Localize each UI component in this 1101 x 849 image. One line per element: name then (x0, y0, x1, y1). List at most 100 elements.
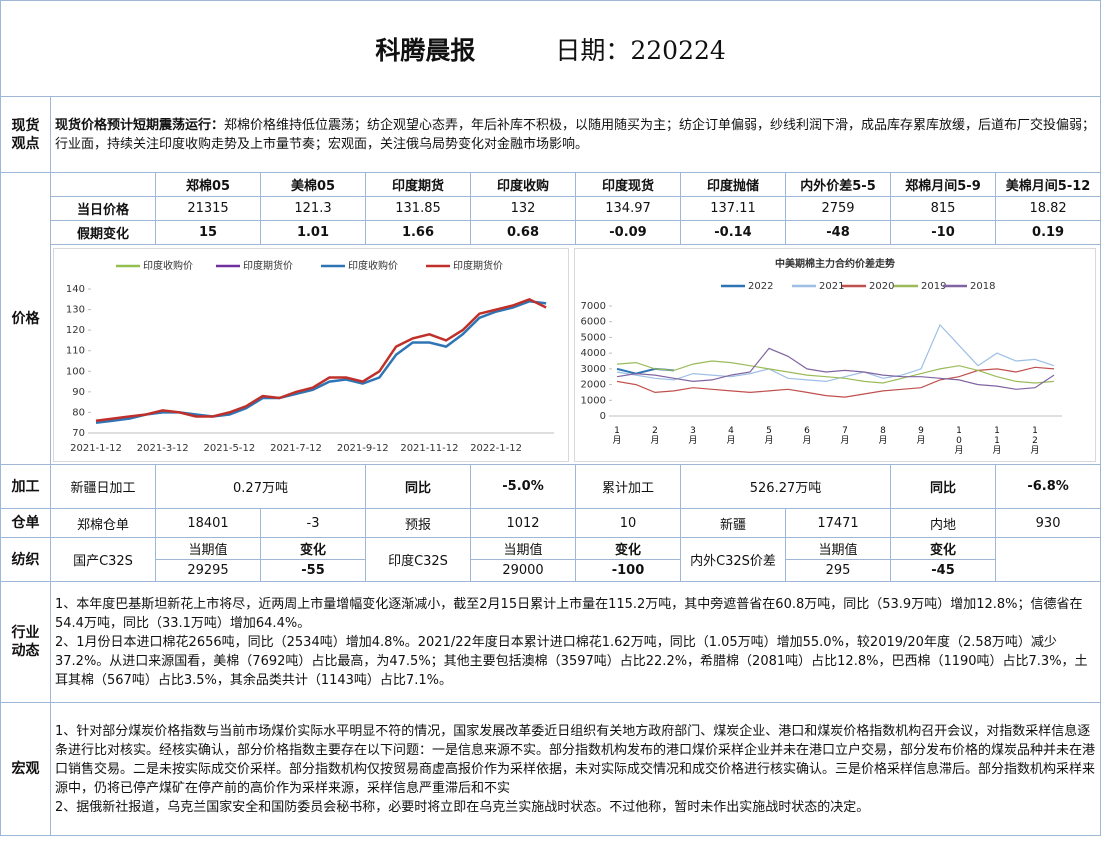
chart-wrap: 70 80 90 100 110 120 130 140 2021-1-12 2021-3-12 2… (53, 247, 569, 462)
legend-label: 印度期货价 (243, 259, 293, 272)
price-value: 21315 (155, 196, 261, 221)
table-row: 行业动态 1、本年度巴基斯坦新花上市将尽，近两周上市量增幅变化逐渐减小，截至2月1… (0, 581, 1101, 703)
column-header: 郑棉05 (155, 172, 261, 197)
textile-value: 29295 (155, 559, 261, 582)
y-tick-label: 6000 (581, 316, 606, 327)
charts-row: 70 80 90 100 110 120 130 140 2021-1-12 2021-3-12 2… (52, 246, 1100, 464)
chart-frame (574, 247, 1096, 462)
row-label-cell: 加工 (0, 464, 51, 509)
y-tick-label: 1000 (581, 395, 606, 406)
table-row: 宏观 1、针对部分煤炭价格指数与当前市场煤价实际水平明显不符的情况，国家发展改革委… (0, 702, 1101, 836)
x-tick-label: 10月 (954, 425, 964, 456)
textile-header: 变化 (260, 537, 366, 560)
chart: 中美期棉主力合约价差走势 0 1000 2000 3000 4000 5000 6000 700… (574, 247, 1096, 462)
report-date: 日期：220224 (555, 35, 726, 65)
macro-text-cell: 1、针对部分煤炭价格指数与当前市场煤价实际水平明显不符的情况，国家发展改革委近日… (49, 702, 1101, 836)
row-label-cell: 价格 (0, 172, 51, 465)
textile-header: 当期值 (470, 537, 576, 560)
price-value: 15 (155, 220, 261, 245)
paragraph: 2、1月份日本进口棉花2656吨，同比（2534吨）增加4.8%。2021/22… (55, 634, 1088, 688)
textile-header: 变化 (890, 537, 996, 560)
warehouse-cell: 新疆 (680, 508, 786, 538)
x-tick-label: 1月 (612, 425, 622, 446)
x-tick-label: 2月 (650, 425, 660, 446)
textile-header: 当期值 (155, 537, 261, 560)
series-line (616, 347, 1055, 390)
y-tick-label: 130 (66, 304, 85, 315)
y-tick-label: 80 (72, 407, 85, 418)
x-tick-label: 7月 (840, 425, 850, 446)
x-tick-label: 2021-5-12 (203, 443, 255, 454)
row-header: 当日价格 (50, 196, 156, 221)
table-row: 价格 郑棉05 美棉05 印度期货 印度收购 印度现货 印度抛储 内外价差5-5 郑棉月间5-9… (0, 172, 1101, 465)
table-row: 纺织 国产C32S 当期值 变化 印度C32S 当期值 变化 内外C32S价差 当期值 变化 (0, 537, 1101, 582)
price-value: 1.66 (365, 220, 471, 245)
row-label: 纺织 (11, 551, 40, 568)
price-value: 2759 (785, 196, 891, 221)
series-line (95, 297, 547, 422)
paragraph: 1、针对部分煤炭价格指数与当前市场煤价实际水平明显不符的情况，国家发展改革委近日… (55, 723, 1096, 796)
x-tick-label: 12月 (1030, 425, 1040, 456)
textile-header: 当期值 (785, 537, 891, 560)
textile-header: 变化 (575, 537, 681, 560)
processing-cell: 526.27万吨 (680, 464, 891, 509)
row-label: 加工 (11, 478, 40, 495)
textile-value: 295 (785, 559, 891, 582)
price-value: 121.3 (260, 196, 366, 221)
table-row: 假期变化 15 1.01 1.66 0.68 -0.09 -0.14 -48 -10 0.19 (1, 220, 1101, 245)
price-value: -0.09 (575, 220, 681, 245)
x-tick-label: 11月 (992, 425, 1002, 456)
table-row: 仓单 郑棉仓单 18401 -3 预报 1012 10 新疆 17471 内地 930 (0, 508, 1101, 538)
series-line (616, 323, 1055, 382)
report-title: 科腾晨报 (375, 35, 476, 65)
paragraph: 2、据俄新社报道，乌克兰国家安全和国防委员会秘书称，必要时将立即在乌克兰实施战时… (55, 799, 870, 815)
textile-name: 内外C32S价差 (680, 537, 786, 582)
processing-cell: 新疆日加工 (50, 464, 156, 509)
table-row: 加工 新疆日加工 0.27万吨 同比 -5.0% 累计加工 526.27万吨 同比 -6.8% (0, 464, 1101, 509)
empty-cell (994, 537, 1101, 582)
row-label: 行业动态 (11, 625, 40, 659)
price-value: 1.01 (260, 220, 366, 245)
y-tick-label: 100 (66, 366, 85, 377)
textile-value: 29000 (470, 559, 576, 582)
y-tick-label: 110 (66, 345, 85, 356)
legend-label: 印度期货价 (453, 259, 503, 272)
column-header: 美棉05 (260, 172, 366, 197)
spot-lead: 现货价格预计短期震荡运行： (55, 117, 225, 133)
processing-cell: 同比 (890, 464, 996, 509)
row-label: 宏观 (11, 761, 40, 777)
corner-cell (50, 172, 156, 197)
row-label-cell: 宏观 (0, 702, 51, 836)
y-tick-label: 4000 (581, 348, 606, 359)
paragraph: 1、本年度巴基斯坦新花上市将尽，近两周上市量增幅变化逐渐减小，截至2月15日累计… (55, 596, 1083, 631)
price-value: -10 (890, 220, 996, 245)
y-tick-label: 7000 (581, 301, 606, 312)
chart: 70 80 90 100 110 120 130 140 2021-1-12 2021-3-12 2… (53, 247, 569, 462)
processing-cell: -5.0% (470, 464, 576, 509)
x-tick-label: 2021-3-12 (137, 443, 189, 454)
x-tick-label: 2021-9-12 (337, 443, 389, 454)
title-bar: 科腾晨报 日期：220224 (2, 31, 1100, 67)
y-tick-label: 90 (72, 386, 85, 397)
row-label: 现货观点 (11, 117, 40, 152)
x-tick-label: 2021-7-12 (270, 443, 322, 454)
textile-value: -100 (575, 559, 681, 582)
x-tick-label: 9月 (916, 425, 926, 446)
row-label-cell: 现货观点 (0, 96, 51, 173)
x-tick-label: 5月 (764, 425, 774, 446)
legend-label: 2021 (819, 281, 844, 292)
y-tick-label: 3000 (581, 363, 606, 374)
warehouse-cell: 18401 (155, 508, 261, 538)
price-value: 131.85 (365, 196, 471, 221)
column-header: 美棉月间5-12 (994, 172, 1101, 197)
textile-name: 国产C32S (50, 537, 156, 582)
row-label: 仓单 (11, 515, 40, 531)
chart-wrap: 中美期棉主力合约价差走势 0 1000 2000 3000 4000 5000 6000 700… (574, 247, 1096, 462)
warehouse-cell: 1012 (470, 508, 576, 538)
warehouse-cell: 内地 (890, 508, 996, 538)
price-value: 0.19 (994, 220, 1101, 245)
y-tick-label: 0 (600, 411, 606, 422)
column-header: 印度期货 (365, 172, 471, 197)
